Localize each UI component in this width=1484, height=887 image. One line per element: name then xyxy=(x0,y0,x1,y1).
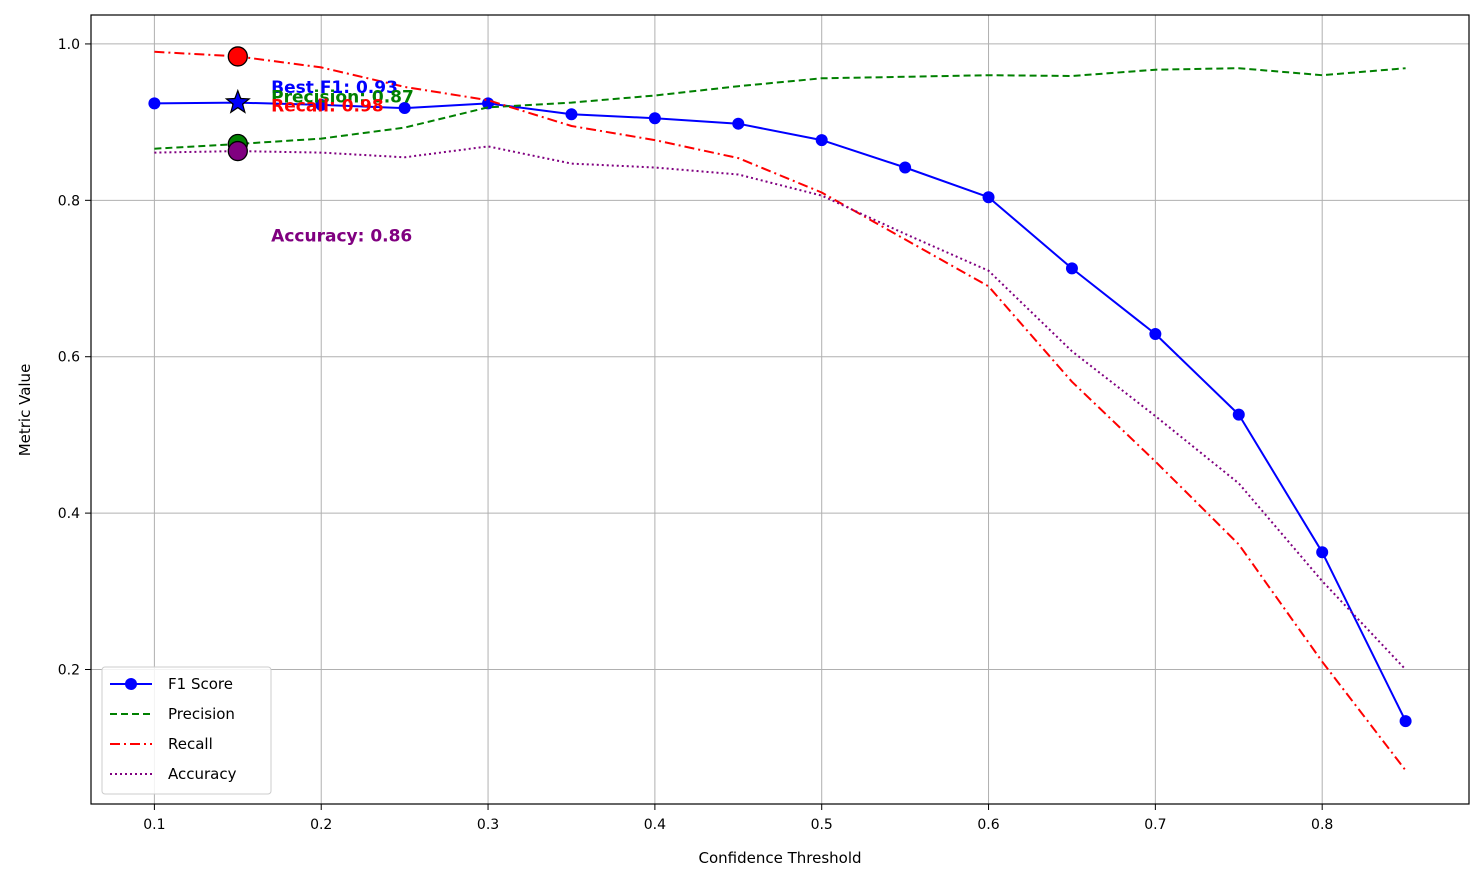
f1-score-point xyxy=(398,102,411,115)
y-tick-label: 1.0 xyxy=(58,37,80,53)
f1-score-point xyxy=(899,161,912,174)
y-tick-label: 0.6 xyxy=(58,350,80,366)
x-tick-label: 0.6 xyxy=(977,817,999,833)
tick-layer: 0.1 0.2 0.3 0.4 0.5 0.6 0.7 0.8 0.2 0.4 0.6 0.8 1.0 xyxy=(58,37,1334,833)
legend-label-recall: Recall xyxy=(168,735,213,753)
legend-marker-f1-score xyxy=(125,678,137,690)
x-tick-label: 0.5 xyxy=(811,817,833,833)
highlight-layer xyxy=(224,46,251,162)
best-f1-star-marker xyxy=(224,88,251,114)
metric-annotation: Accuracy: 0.86 xyxy=(271,227,412,247)
x-tick-label: 0.2 xyxy=(310,817,332,833)
highlight-point-marker xyxy=(227,140,248,162)
f1-score-point xyxy=(148,97,161,110)
f1-score-point xyxy=(982,191,995,204)
y-axis-title: Metric Value xyxy=(16,364,34,457)
metric-annotation: Precision: 0.87 xyxy=(271,87,414,107)
y-tick-label: 0.2 xyxy=(58,663,80,679)
x-axis-title: Confidence Threshold xyxy=(698,849,861,867)
accuracy-line xyxy=(154,145,1407,671)
highlight-point-marker xyxy=(227,46,248,67)
f1-score-point xyxy=(1399,715,1412,728)
legend: F1 Score Precision Recall Accuracy xyxy=(101,666,272,795)
f1-score-line xyxy=(154,101,1407,722)
grid-layer xyxy=(91,15,1469,804)
f1-score-point xyxy=(815,134,828,147)
y-tick-label: 0.4 xyxy=(58,506,80,522)
f1-score-point xyxy=(1316,546,1329,559)
legend-label-f1-score: F1 Score xyxy=(168,675,233,693)
x-tick-label: 0.8 xyxy=(1311,817,1333,833)
f1-score-point xyxy=(315,98,328,111)
series-layer xyxy=(148,50,1412,772)
precision-line xyxy=(154,67,1406,150)
x-tick-label: 0.7 xyxy=(1144,817,1166,833)
f1-score-point xyxy=(732,117,745,130)
legend-box xyxy=(101,666,272,795)
f1-score-point xyxy=(648,112,661,125)
legend-label-accuracy: Accuracy xyxy=(168,765,237,783)
f1-score-point xyxy=(1149,328,1162,341)
x-tick-label: 0.4 xyxy=(644,817,666,833)
x-tick-label: 0.1 xyxy=(143,817,165,833)
plot-frame xyxy=(90,14,1470,805)
metric-annotation: Best F1: 0.93 xyxy=(271,78,398,98)
y-tick-label: 0.8 xyxy=(58,193,80,209)
recall-line xyxy=(154,50,1407,772)
x-tick-label: 0.3 xyxy=(477,817,499,833)
f1-score-point xyxy=(1065,262,1078,275)
f1-score-point xyxy=(565,108,578,121)
f1-score-point xyxy=(1232,408,1245,421)
legend-label-precision: Precision xyxy=(168,705,235,723)
metric-annotation: Recall: 0.98 xyxy=(271,97,383,117)
